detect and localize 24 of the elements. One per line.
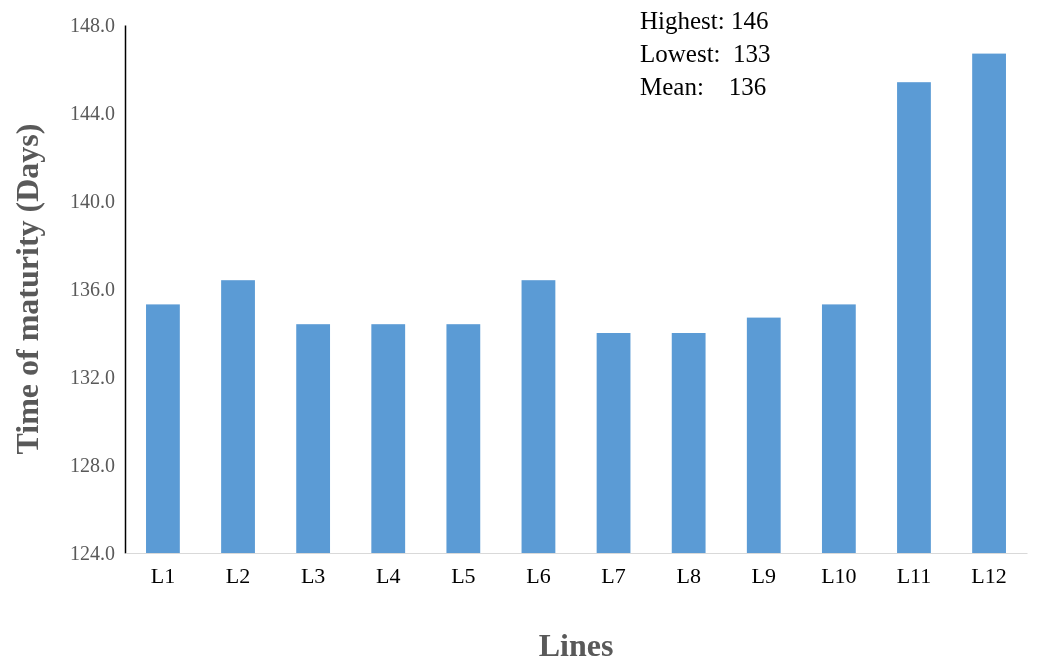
annotation: Lowest: 133 bbox=[640, 40, 771, 67]
y-axis-title: Time of maturity (Days) bbox=[9, 123, 45, 455]
x-tick-label: L2 bbox=[225, 562, 251, 588]
x-tick-label: L11 bbox=[896, 562, 932, 588]
annotation: Highest: 146 bbox=[640, 7, 769, 34]
y-tick-label: 140.0 bbox=[70, 189, 115, 212]
y-tick-label: 148.0 bbox=[70, 13, 115, 36]
x-tick-label: L4 bbox=[376, 562, 401, 588]
y-tick-label: 124.0 bbox=[70, 541, 115, 564]
x-tick-label: L8 bbox=[676, 562, 701, 588]
x-tick-label: L10 bbox=[821, 562, 857, 588]
annotation: Mean: 136 bbox=[640, 73, 767, 100]
x-tick-label: L12 bbox=[971, 562, 1007, 588]
x-tick-label: L6 bbox=[526, 562, 551, 588]
x-tick-label: L7 bbox=[601, 562, 626, 588]
x-tick-label: L5 bbox=[451, 562, 476, 588]
y-tick-label: 144.0 bbox=[70, 101, 115, 124]
x-tick-label: L3 bbox=[300, 562, 326, 588]
x-axis-title: Lines bbox=[538, 627, 614, 663]
x-tick-label: L9 bbox=[751, 562, 776, 588]
x-tick-label: L1 bbox=[150, 562, 176, 588]
y-tick-label: 136.0 bbox=[70, 277, 115, 300]
y-tick-label: 132.0 bbox=[70, 365, 115, 388]
y-tick-label: 128.0 bbox=[70, 453, 115, 476]
